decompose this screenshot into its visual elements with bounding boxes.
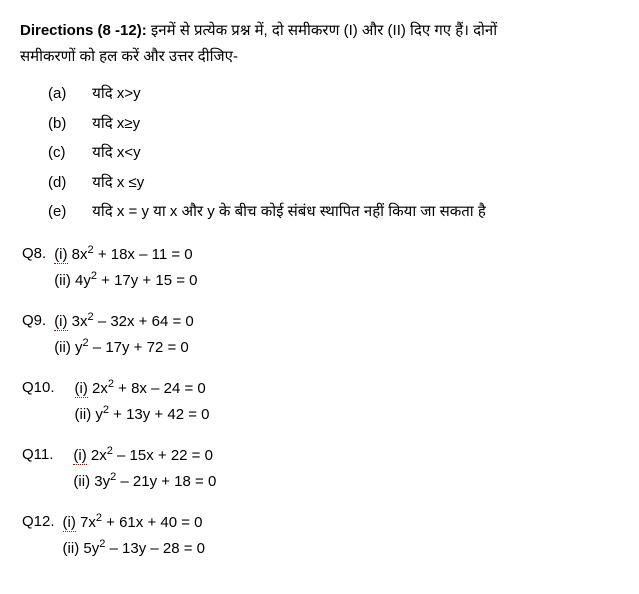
equation-1: (i) 2x2 + 8x – 24 = 0 bbox=[75, 375, 210, 402]
option-d: (d) यदि x ≤y bbox=[48, 170, 619, 196]
equation-2: (ii) 5y2 – 13y – 28 = 0 bbox=[63, 535, 205, 562]
option-label: (a) bbox=[48, 81, 88, 107]
directions-label: Directions (8 -12): bbox=[20, 22, 151, 39]
equation-1: (i) 7x2 + 61x + 40 = 0 bbox=[63, 509, 205, 536]
question-number: Q8. bbox=[22, 241, 46, 267]
question-number: Q11. bbox=[22, 442, 53, 468]
question: Q8. (i) 8x2 + 18x – 11 = 0(ii) 4y2 + 17y … bbox=[22, 241, 619, 294]
option-text: यदि x≥y bbox=[92, 115, 140, 132]
option-label: (d) bbox=[48, 170, 88, 196]
question-equations: (i) 2x2 + 8x – 24 = 0(ii) y2 + 13y + 42 … bbox=[75, 375, 210, 428]
option-text: यदि x<y bbox=[92, 144, 140, 161]
option-c: (c) यदि x<y bbox=[48, 140, 619, 166]
eq-prefix: (i) bbox=[63, 514, 76, 532]
question-number: Q9. bbox=[22, 308, 46, 334]
eq-prefix: (i) bbox=[73, 447, 86, 465]
equation-2: (ii) y2 + 13y + 42 = 0 bbox=[75, 401, 210, 428]
option-a: (a) यदि x>y bbox=[48, 81, 619, 107]
question-number: Q10. bbox=[22, 375, 55, 401]
question: Q9. (i) 3x2 – 32x + 64 = 0(ii) y2 – 17y +… bbox=[22, 308, 619, 361]
equation-2: (ii) 3y2 – 21y + 18 = 0 bbox=[73, 468, 216, 495]
option-text: यदि x>y bbox=[92, 85, 140, 102]
directions-text2: समीकरणों को हल करें और उत्तर दीजिए- bbox=[20, 48, 238, 65]
eq-prefix: (i) bbox=[54, 313, 67, 331]
equation-1: (i) 8x2 + 18x – 11 = 0 bbox=[54, 241, 197, 268]
option-e: (e) यदि x = y या x और y के बीच कोई संबंध… bbox=[48, 199, 619, 225]
eq-prefix: (i) bbox=[54, 246, 67, 264]
option-label: (e) bbox=[48, 199, 88, 225]
equation-2: (ii) y2 – 17y + 72 = 0 bbox=[54, 334, 194, 361]
option-text: यदि x ≤y bbox=[92, 174, 144, 191]
equation-1: (i) 2x2 – 15x + 22 = 0 bbox=[73, 442, 216, 469]
question-equations: (i) 8x2 + 18x – 11 = 0(ii) 4y2 + 17y + 1… bbox=[54, 241, 197, 294]
question: Q10. (i) 2x2 + 8x – 24 = 0(ii) y2 + 13y +… bbox=[22, 375, 619, 428]
question-equations: (i) 2x2 – 15x + 22 = 0(ii) 3y2 – 21y + 1… bbox=[73, 442, 216, 495]
directions-block: Directions (8 -12): इनमें से प्रत्येक प्… bbox=[20, 18, 619, 69]
option-label: (b) bbox=[48, 111, 88, 137]
question: Q11. (i) 2x2 – 15x + 22 = 0(ii) 3y2 – 21y… bbox=[22, 442, 619, 495]
equation-1: (i) 3x2 – 32x + 64 = 0 bbox=[54, 308, 194, 335]
question-equations: (i) 3x2 – 32x + 64 = 0(ii) y2 – 17y + 72… bbox=[54, 308, 194, 361]
eq-prefix: (i) bbox=[75, 380, 88, 398]
options-block: (a) यदि x>y (b) यदि x≥y (c) यदि x<y (d) … bbox=[48, 81, 619, 225]
option-text: यदि x = y या x और y के बीच कोई संबंध स्थ… bbox=[92, 203, 486, 220]
question-number: Q12. bbox=[22, 509, 55, 535]
option-label: (c) bbox=[48, 140, 88, 166]
directions-text1: इनमें से प्रत्येक प्रश्न में, दो समीकरण … bbox=[151, 22, 497, 39]
equation-2: (ii) 4y2 + 17y + 15 = 0 bbox=[54, 267, 197, 294]
option-b: (b) यदि x≥y bbox=[48, 111, 619, 137]
questions-container: Q8. (i) 8x2 + 18x – 11 = 0(ii) 4y2 + 17y … bbox=[20, 241, 619, 562]
